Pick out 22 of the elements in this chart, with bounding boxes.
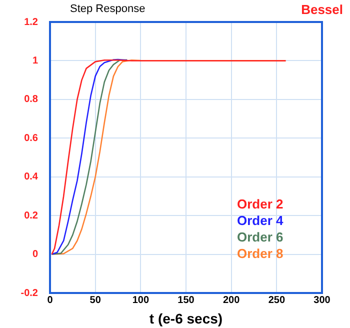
y-tick-label: 1	[32, 55, 38, 66]
x-tick-label: 250	[268, 294, 286, 306]
x-tick-label: 200	[222, 294, 240, 306]
y-tick-label: 0.8	[24, 94, 38, 106]
text: Order 4	[237, 213, 284, 228]
chart-title: Step Response	[70, 3, 146, 15]
y-tick-label: 0	[32, 249, 38, 260]
y-tick-label: 0.2	[24, 210, 38, 222]
y-tick-label: 0.4	[24, 172, 38, 183]
x-tick-label: 300	[314, 294, 331, 306]
text: Order 8	[237, 246, 284, 261]
x-axis-title: t (e-6 secs)	[149, 310, 223, 326]
x-tick-label: 0	[47, 294, 54, 306]
y-tick-label: 1.2	[24, 16, 38, 28]
x-tick-label: 50	[90, 294, 102, 306]
y-tick-label: 0.6	[24, 132, 38, 144]
x-tick-label: 100	[132, 294, 150, 306]
x-tick-label: 150	[178, 294, 195, 306]
y-tick-label: -0.2	[20, 288, 38, 299]
chart-subtitle: Bessel	[301, 2, 343, 17]
text: Order 6	[237, 230, 284, 244]
text: Order 2	[237, 196, 284, 212]
